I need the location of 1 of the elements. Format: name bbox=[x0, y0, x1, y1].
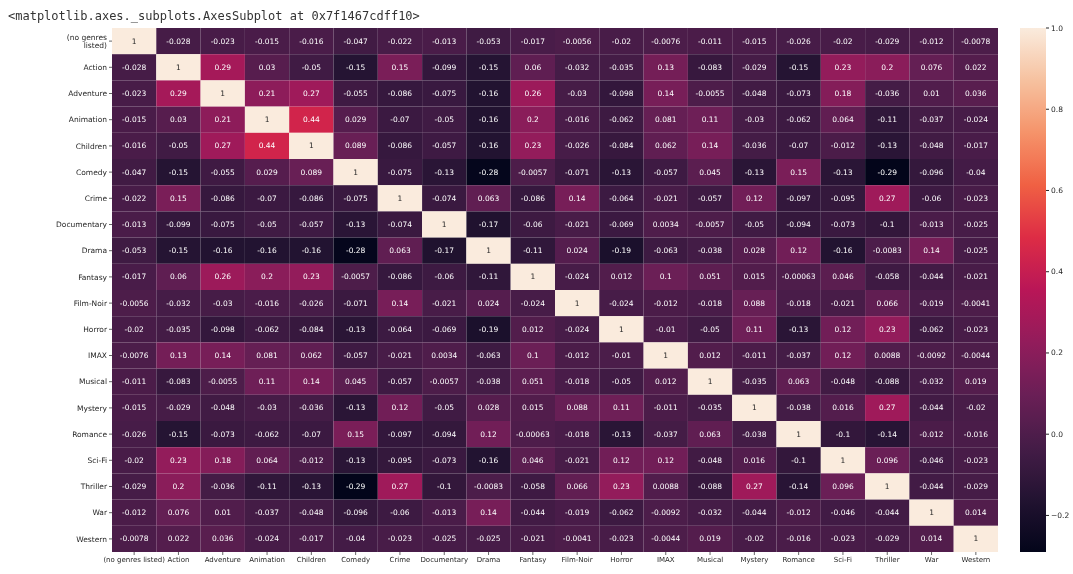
chart-title: <matplotlib.axes._subplots.AxesSubplot at 0x7f1467cdff10> bbox=[8, 8, 421, 24]
